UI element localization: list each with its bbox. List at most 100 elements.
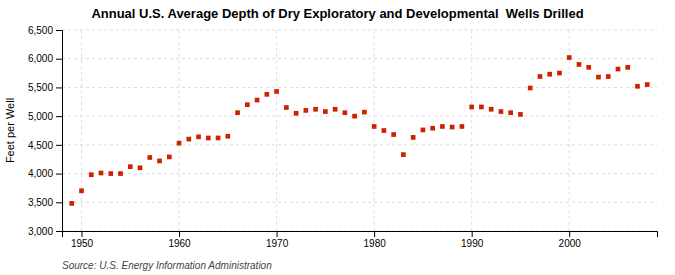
grid-line: [81, 30, 82, 231]
point: [147, 155, 152, 160]
tick-mark: [569, 231, 570, 237]
tick: 6,500: [28, 25, 62, 36]
tick-label: 3,000: [28, 226, 53, 237]
grid-line: [471, 30, 472, 231]
tick-label: 6,000: [28, 53, 53, 64]
tick-mark: [56, 87, 62, 88]
x-axis: 1950 1960 1970 1980 1990 2000: [63, 231, 658, 249]
axis-line: [63, 232, 658, 238]
tick-mark: [56, 174, 62, 175]
point: [362, 110, 367, 115]
grid: [62, 30, 657, 231]
axis-line: [56, 31, 63, 232]
point: [479, 105, 484, 110]
tick-mark: [82, 231, 83, 237]
tick: 1960: [168, 231, 191, 249]
point: [489, 107, 494, 112]
grid-line: [62, 202, 657, 203]
grid-line: [62, 87, 657, 88]
tick-label: 1950: [71, 238, 94, 249]
chart: 1950 1960 1970 1980 1990 2000 3,000 3,500 4,000 4…: [0, 0, 675, 275]
tick-label: 3,500: [28, 197, 53, 208]
point: [138, 165, 143, 170]
point: [635, 84, 640, 89]
point: [440, 124, 445, 129]
point: [343, 110, 348, 115]
point: [557, 71, 562, 76]
tick: 4,000: [28, 168, 62, 179]
point: [108, 171, 113, 176]
point: [206, 136, 211, 141]
point: [255, 98, 260, 103]
point: [372, 124, 377, 129]
point: [313, 107, 318, 112]
point: [284, 105, 289, 110]
point: [625, 65, 630, 70]
points: [69, 55, 649, 206]
grid-line: [62, 144, 657, 145]
tick-mark: [277, 231, 278, 237]
point: [645, 82, 650, 87]
tick-label: 1960: [168, 238, 191, 249]
tick-label: 5,500: [28, 82, 53, 93]
point: [79, 188, 84, 193]
point: [245, 102, 250, 107]
tick: 5,500: [28, 82, 62, 93]
point: [99, 171, 104, 176]
grid-line: [179, 30, 180, 231]
point: [577, 62, 582, 67]
tick-mark: [56, 231, 62, 232]
point: [499, 109, 504, 114]
point: [430, 126, 435, 131]
tick: 3,500: [28, 197, 62, 208]
point: [196, 134, 201, 139]
tick-label: 4,500: [28, 140, 53, 151]
point: [89, 172, 94, 177]
point: [333, 107, 338, 112]
point: [391, 132, 396, 137]
point: [216, 136, 221, 141]
tick: 2000: [559, 231, 582, 249]
point: [411, 135, 416, 140]
tick-mark: [56, 202, 62, 203]
point: [596, 75, 601, 80]
point: [264, 92, 269, 97]
point: [225, 134, 230, 139]
tick: 1980: [364, 231, 387, 249]
point: [586, 65, 591, 70]
tick: 3,000: [28, 226, 62, 237]
y-axis-title: Feet per Well: [4, 98, 16, 163]
tick-label: 4,000: [28, 168, 53, 179]
tick: 1970: [266, 231, 289, 249]
point: [352, 114, 357, 119]
point: [304, 108, 309, 113]
point: [274, 89, 279, 94]
tick-mark: [56, 145, 62, 146]
grid-line: [62, 116, 657, 117]
tick-label: 1980: [364, 238, 387, 249]
tick-mark: [374, 231, 375, 237]
tick: 6,000: [28, 53, 62, 64]
point: [460, 124, 465, 129]
point: [528, 86, 533, 91]
title: Annual U.S. Average Depth of Dry Explora…: [91, 6, 583, 21]
tick-label: 2000: [559, 238, 582, 249]
point: [401, 152, 406, 157]
point: [547, 72, 552, 77]
point: [167, 155, 172, 160]
tick-mark: [179, 231, 180, 237]
point: [294, 111, 299, 116]
tick-label: 6,500: [28, 25, 53, 36]
point: [421, 128, 426, 133]
point: [177, 141, 182, 146]
point: [382, 128, 387, 133]
point: [567, 55, 572, 60]
point: [606, 74, 611, 79]
plot-area: 1950 1960 1970 1980 1990 2000 3,000 3,500 4,000 4…: [28, 25, 658, 249]
tick-mark: [56, 59, 62, 60]
tick: 1990: [461, 231, 484, 249]
tick: 4,500: [28, 140, 62, 151]
point: [508, 110, 513, 115]
tick-label: 1990: [461, 238, 484, 249]
point: [157, 159, 162, 164]
